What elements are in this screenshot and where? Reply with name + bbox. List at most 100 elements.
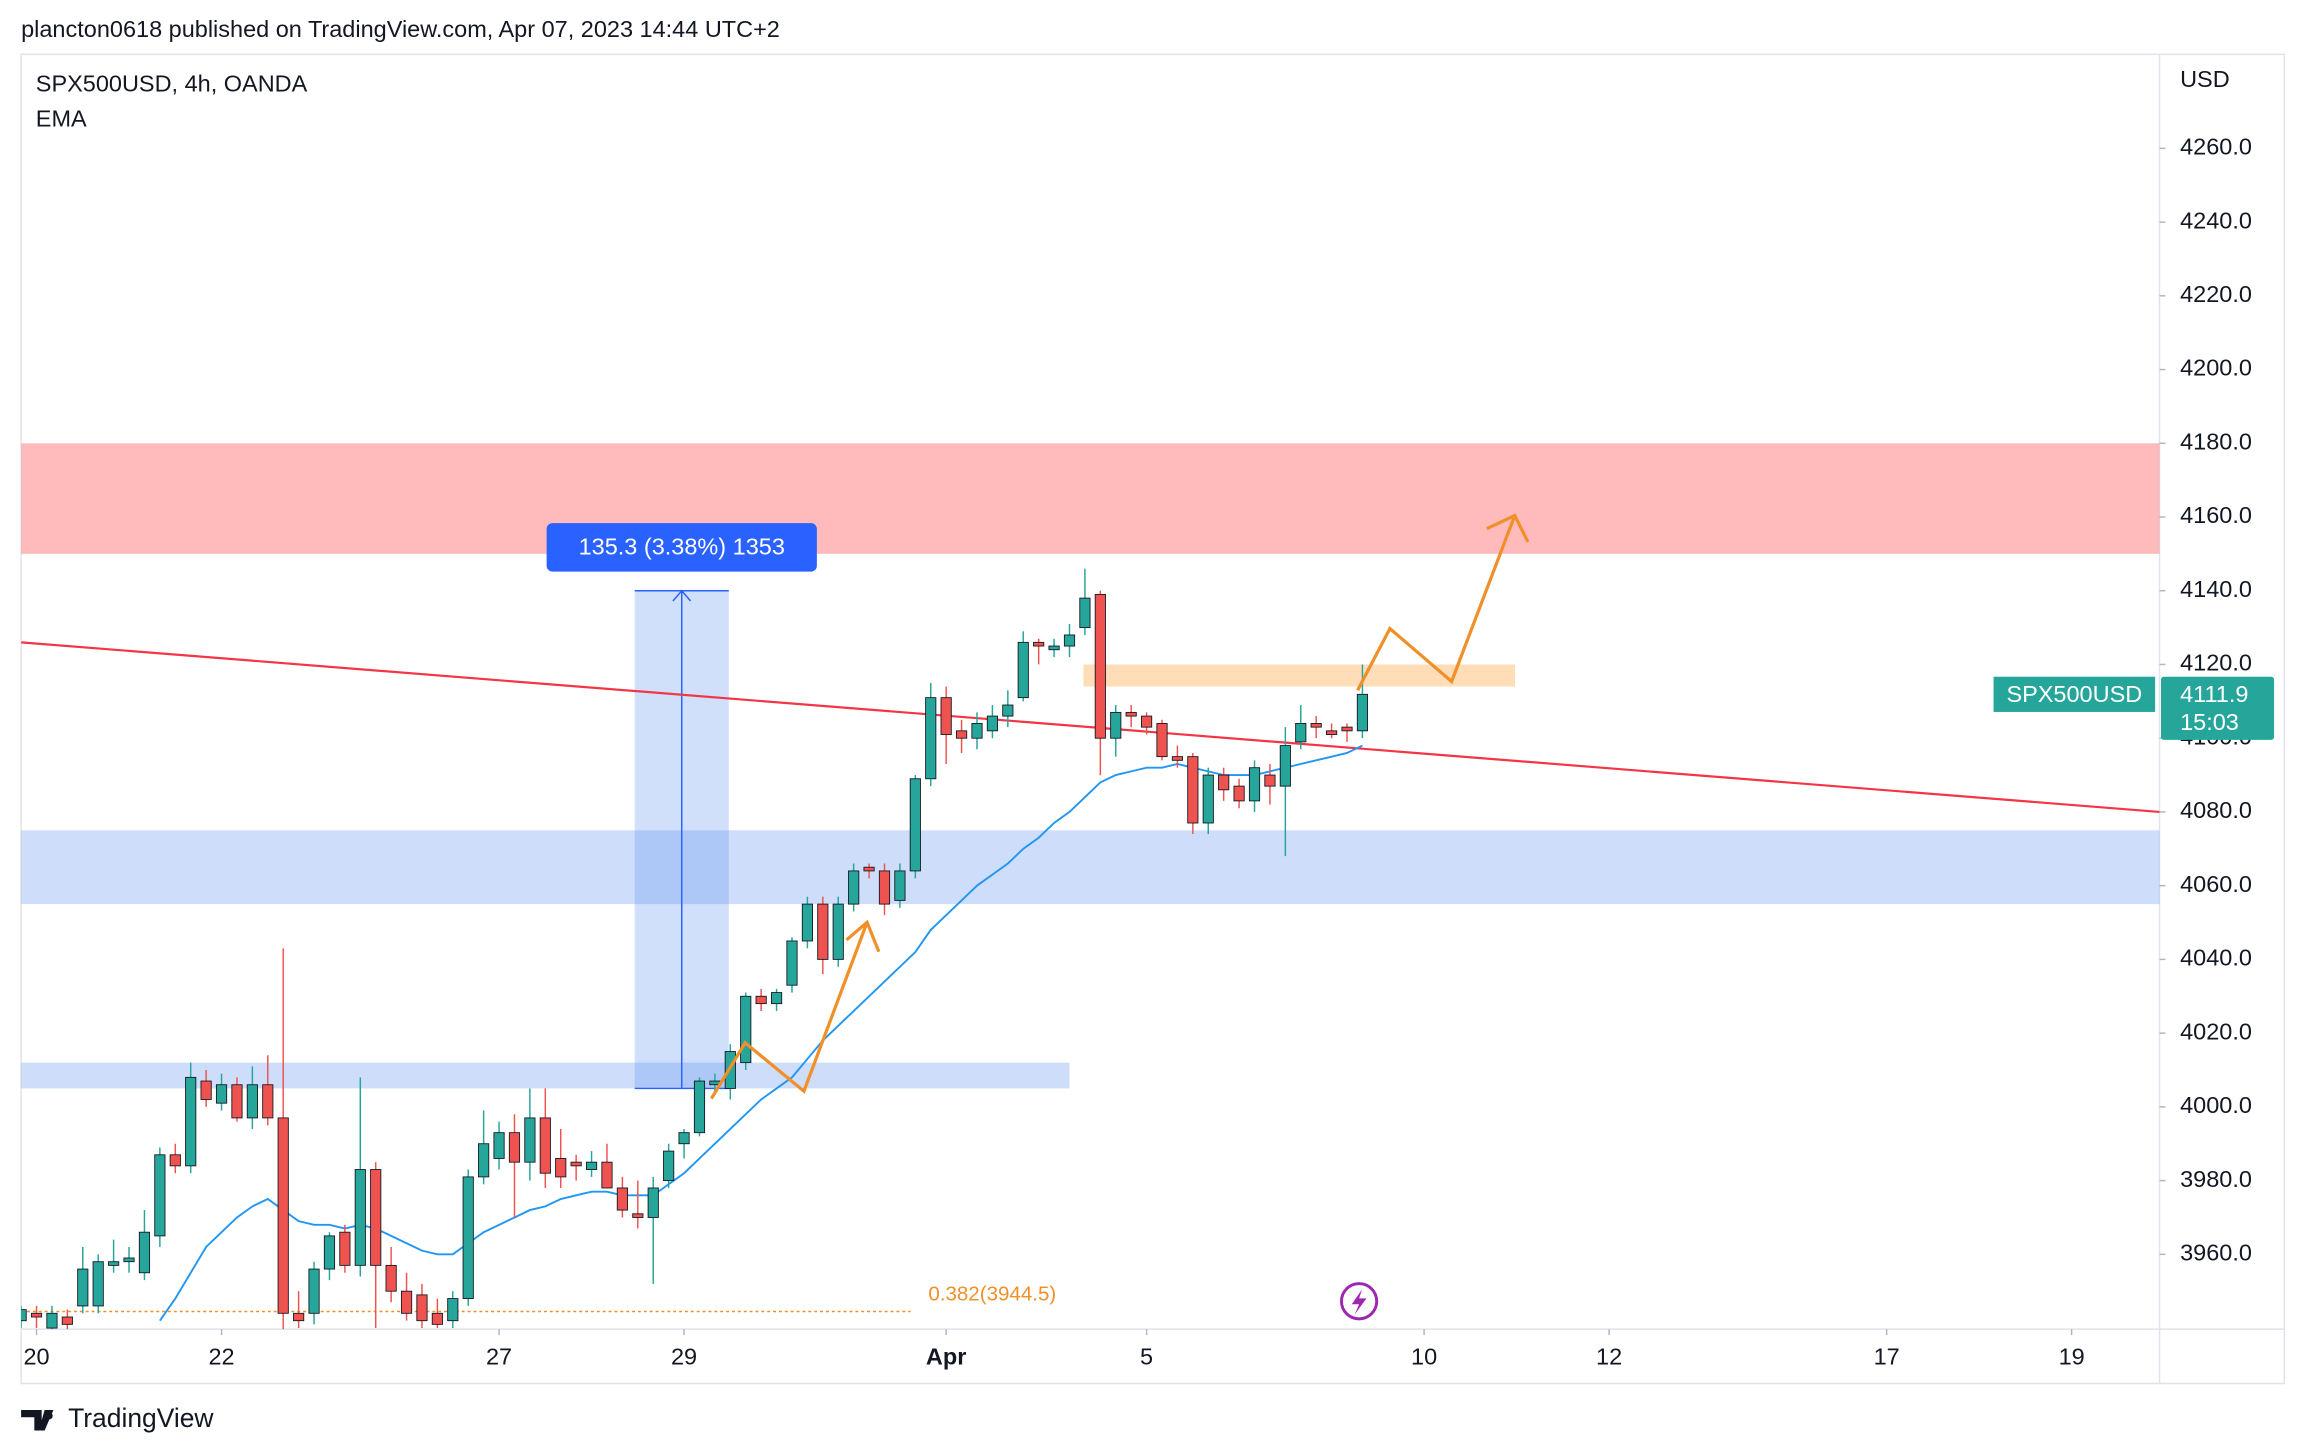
y-tick-label: 4000.0	[2180, 1092, 2252, 1118]
candle-body	[1017, 641, 1029, 699]
symbol-tag: SPX500USD	[2006, 681, 2142, 707]
axes: 3960.0 3980.0 4000.0 4020.0 4040.0 4060.0 4080…	[23, 134, 2251, 1370]
candle-body	[21, 1309, 27, 1322]
candle-body	[894, 870, 906, 901]
candle-body	[755, 995, 767, 1005]
measure-label-bg	[546, 523, 817, 572]
candle-body	[832, 903, 844, 960]
candle-body	[138, 1231, 151, 1274]
candle-body	[215, 1084, 228, 1104]
x-tick-label: 17	[1874, 1344, 1900, 1370]
candle-body	[1141, 715, 1153, 728]
candle-body	[1202, 774, 1214, 824]
candle-body	[123, 1257, 135, 1263]
candle-body	[108, 1261, 120, 1266]
candle-body	[154, 1154, 166, 1237]
candle-body	[693, 1080, 706, 1134]
y-tick-label: 3960.0	[2180, 1240, 2252, 1266]
y-tick-label: 4200.0	[2180, 355, 2252, 381]
y-tick-label: 4040.0	[2180, 945, 2252, 971]
x-tick-label: 19	[2059, 1344, 2085, 1370]
candle-body	[77, 1268, 89, 1307]
candle-body	[385, 1264, 397, 1292]
candle-body	[1310, 723, 1322, 728]
candle-body	[925, 697, 937, 780]
candle-body	[416, 1294, 428, 1322]
x-tick-label: 27	[486, 1344, 512, 1370]
y-tick-label: 3980.0	[2180, 1166, 2252, 1192]
price-tag: 4111.9	[2180, 681, 2248, 707]
candle-body	[678, 1132, 690, 1145]
zone	[1083, 664, 1516, 687]
candle-body	[1248, 767, 1261, 802]
candle-body	[400, 1290, 413, 1314]
candle-body	[1218, 774, 1230, 791]
candle-body	[740, 995, 752, 1064]
candle-body	[462, 1176, 474, 1300]
candle-body	[478, 1143, 490, 1178]
candle-body	[354, 1169, 366, 1266]
candle-body	[770, 992, 783, 1005]
y-tick-label: 4140.0	[2180, 576, 2252, 602]
y-tick-label: 4120.0	[2180, 650, 2252, 676]
x-tick-label: 10	[1411, 1344, 1437, 1370]
y-tick-label: 4160.0	[2180, 502, 2252, 528]
candle-body	[447, 1298, 459, 1322]
candle-body	[277, 1117, 289, 1314]
indicator-legend: EMA	[36, 106, 87, 132]
header: plancton0618 published on TradingView.co…	[21, 16, 780, 42]
candle-body	[493, 1132, 505, 1159]
candle-body	[878, 870, 891, 905]
candle-body	[61, 1316, 73, 1325]
countdown: 15:03	[2180, 709, 2239, 735]
candle-body	[1187, 756, 1199, 824]
candle-body	[801, 903, 813, 942]
candle-body	[231, 1084, 243, 1119]
candle-body	[863, 866, 875, 872]
candle-body	[971, 723, 983, 739]
x-tick-label: 29	[671, 1344, 697, 1370]
candle-body	[339, 1231, 351, 1266]
currency: USD	[2180, 66, 2230, 92]
candle-body	[570, 1161, 582, 1167]
candle-body	[1110, 711, 1122, 739]
candle-body	[1279, 745, 1291, 787]
candle-body	[1264, 774, 1276, 787]
x-tick-label: 12	[1596, 1344, 1622, 1370]
plot	[21, 443, 2160, 1330]
candle-body	[1233, 785, 1245, 802]
y-tick-label: 4060.0	[2180, 871, 2252, 897]
candle-body	[293, 1312, 305, 1322]
candle-body	[601, 1161, 613, 1189]
candle-body	[616, 1187, 628, 1211]
y-tick-label: 4240.0	[2180, 207, 2252, 233]
candle-body	[848, 870, 860, 905]
measure-label: 135.3 (3.38%) 1353	[579, 533, 785, 559]
y-tick-label: 4180.0	[2180, 428, 2252, 454]
arrow-drawing	[710, 513, 1530, 1100]
candle-body	[986, 715, 998, 732]
candle-body	[955, 730, 968, 739]
zone	[21, 1062, 1070, 1089]
candle-body	[1094, 593, 1106, 739]
candle-body	[308, 1268, 320, 1314]
candle-body	[647, 1187, 659, 1218]
candle-body	[246, 1084, 258, 1119]
candle-body	[1033, 641, 1045, 647]
candle-body	[1048, 645, 1060, 651]
candle-body	[1125, 711, 1137, 717]
symbol-tag-bg	[1993, 676, 2156, 712]
event-icon	[1339, 1282, 1379, 1321]
measure-arrowhead	[672, 589, 692, 602]
candle-body	[1079, 597, 1091, 629]
candle-body	[370, 1169, 382, 1266]
candle-body	[585, 1161, 598, 1170]
zone	[21, 443, 2160, 554]
x-tick-label: 5	[1140, 1344, 1153, 1370]
y-tick-label: 4080.0	[2180, 797, 2252, 823]
candle-body	[1326, 730, 1338, 735]
candle-body	[632, 1213, 644, 1218]
y-tick-label: 4260.0	[2180, 134, 2252, 160]
trendline	[21, 641, 2160, 814]
